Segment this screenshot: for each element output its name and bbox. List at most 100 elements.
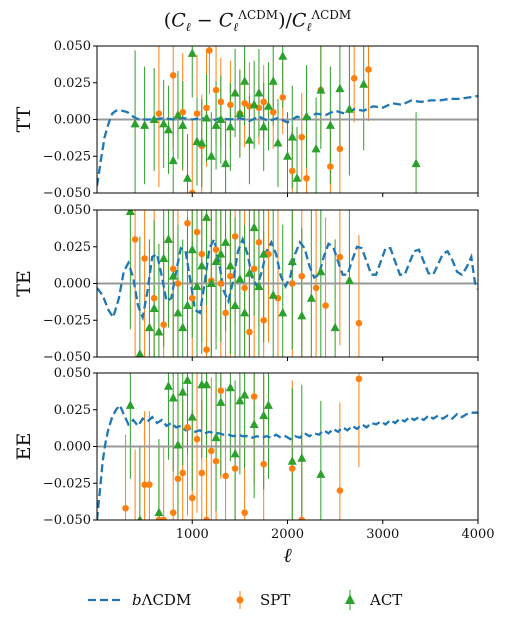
act-point xyxy=(182,173,192,182)
act-point xyxy=(230,448,240,458)
y-tick-label: 0.000 xyxy=(54,440,91,455)
act-point xyxy=(178,387,188,396)
spt-point xyxy=(260,316,267,324)
legend-item-act: ACT xyxy=(340,588,402,612)
legend-label-spt: SPT xyxy=(260,591,291,609)
spt-point xyxy=(288,465,296,472)
act-point xyxy=(192,281,202,290)
spt-point xyxy=(231,233,239,240)
act-point xyxy=(311,143,321,153)
act-point xyxy=(335,83,345,93)
spt-point xyxy=(222,309,229,317)
spt-point xyxy=(212,246,220,253)
act-point xyxy=(244,268,254,277)
act-point xyxy=(283,151,292,160)
y-tick-label: 0.050 xyxy=(54,203,91,218)
act-point xyxy=(202,379,212,389)
model-line xyxy=(97,403,478,520)
act-point xyxy=(154,507,164,517)
spt-point xyxy=(322,302,329,309)
y-tick-label: −0.025 xyxy=(43,476,91,491)
act-point xyxy=(306,293,316,302)
act-point xyxy=(292,173,302,182)
plot-area xyxy=(97,373,478,520)
spt-point xyxy=(269,108,277,116)
act-point xyxy=(297,310,307,320)
legend-item-spt: SPT xyxy=(230,588,290,612)
spt-point xyxy=(122,504,129,512)
spt-point xyxy=(160,321,167,328)
act-point xyxy=(268,290,278,299)
spt-point xyxy=(155,110,163,117)
y-tick-label: 0.025 xyxy=(54,403,91,418)
spt-point xyxy=(198,250,206,258)
legend-line-swatch xyxy=(88,598,122,602)
spt-point xyxy=(188,189,196,193)
y-tick-label: 0.000 xyxy=(54,277,91,292)
act-point xyxy=(244,135,254,144)
spt-point xyxy=(279,94,287,101)
act-point xyxy=(259,410,269,420)
act-point xyxy=(159,253,169,263)
x-tick-label: 4000 xyxy=(461,527,494,542)
act-point xyxy=(330,322,340,332)
act-point xyxy=(240,390,250,399)
spt-point xyxy=(146,481,153,489)
legend: bΛCDM SPT ACT xyxy=(0,588,515,612)
act-point xyxy=(135,349,145,357)
act-point xyxy=(235,108,245,118)
spt-point xyxy=(336,253,344,261)
spt-point xyxy=(193,110,201,117)
y-tick-label: 0.000 xyxy=(54,113,91,128)
act-point xyxy=(278,307,288,317)
act-point xyxy=(240,307,250,317)
act-point xyxy=(216,249,226,258)
act-point xyxy=(344,275,354,285)
spt-point xyxy=(298,133,306,141)
spt-point xyxy=(246,328,253,336)
spt-point xyxy=(206,47,213,54)
act-point xyxy=(178,120,188,129)
spt-point xyxy=(303,175,310,182)
act-point xyxy=(137,515,143,520)
panel-ee: 0.050 0.025 0.000 −0.025 −0.050 1000 2000 3000 4… xyxy=(13,366,495,567)
legend-triangle-swatch xyxy=(345,590,355,610)
act-point xyxy=(254,88,264,97)
x-tick-label: 2000 xyxy=(271,527,304,542)
spt-point xyxy=(203,516,210,520)
act-point xyxy=(216,397,226,406)
act-point xyxy=(263,101,273,110)
act-point xyxy=(211,120,221,129)
x-tick-label: 3000 xyxy=(366,527,399,542)
y-tick-label: 0.025 xyxy=(54,240,91,255)
spt-point xyxy=(133,519,137,520)
y-axis-label: TE xyxy=(13,270,35,297)
y-axis-label: TT xyxy=(13,106,35,132)
spt-point xyxy=(217,98,225,106)
act-point xyxy=(297,453,307,462)
spt-point xyxy=(141,255,148,262)
act-point xyxy=(206,151,216,160)
spt-point xyxy=(193,435,201,443)
spt-point xyxy=(174,280,182,287)
spt-point xyxy=(298,516,306,520)
model-line xyxy=(97,236,478,322)
spt-point xyxy=(336,487,344,494)
act-point xyxy=(316,266,326,276)
act-point xyxy=(344,104,354,113)
act-point xyxy=(411,158,421,168)
act-point xyxy=(163,381,173,390)
act-point xyxy=(159,118,169,128)
spt-point xyxy=(212,457,220,465)
spt-point xyxy=(288,167,296,175)
act-point xyxy=(325,120,335,129)
act-point xyxy=(168,392,178,402)
act-point xyxy=(235,395,245,405)
y-tick-label: −0.050 xyxy=(43,186,91,201)
x-axis-label: ℓ xyxy=(283,543,292,567)
spt-point xyxy=(184,219,191,227)
y-axis-label: EE xyxy=(13,433,35,461)
spt-point xyxy=(327,163,334,170)
spt-point xyxy=(222,472,229,480)
